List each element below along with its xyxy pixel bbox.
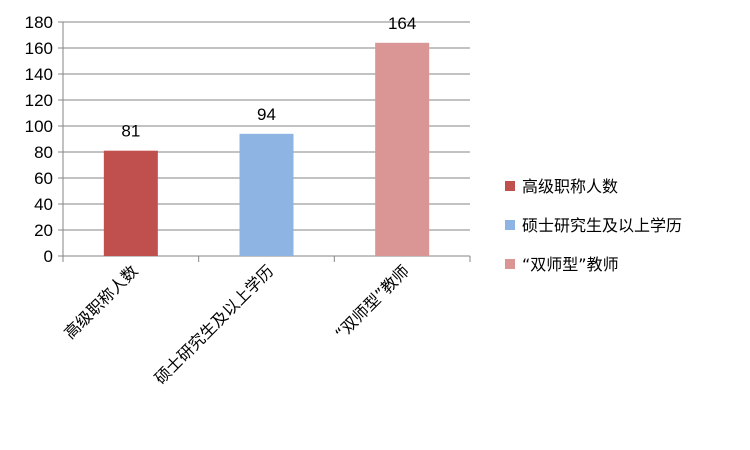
- legend-label: “双师型”教师: [522, 255, 619, 274]
- y-tick-label: 120: [25, 91, 53, 110]
- bars: [103, 42, 430, 256]
- legend-swatch: [505, 181, 515, 191]
- bar: [375, 42, 430, 256]
- data-label: 164: [388, 14, 416, 33]
- y-tick-label: 180: [25, 13, 53, 32]
- y-tick-label: 0: [44, 247, 53, 266]
- bar: [239, 133, 294, 256]
- x-category-label: “双师型”教师: [331, 261, 413, 343]
- y-axis-tick-labels: 0 20 40 60 80 100 120 140 160 180: [25, 13, 53, 266]
- legend-label: 硕士研究生及以上学历: [522, 216, 682, 235]
- y-tick-label: 40: [34, 195, 53, 214]
- data-labels: 81 94 164: [121, 14, 416, 141]
- bar: [103, 150, 158, 256]
- data-label: 94: [257, 105, 276, 124]
- y-tick-label: 20: [34, 221, 53, 240]
- legend-label: 高级职称人数: [522, 177, 618, 196]
- data-label: 81: [121, 122, 140, 141]
- y-tick-label: 80: [34, 143, 53, 162]
- y-tick-label: 140: [25, 65, 53, 84]
- legend-swatch: [505, 220, 515, 230]
- x-axis-category-labels: 高级职称人数 硕士研究生及以上学历 “双师型”教师: [60, 261, 413, 388]
- y-tick-label: 160: [25, 39, 53, 58]
- x-category-label: 高级职称人数: [60, 261, 141, 342]
- x-category-label: 硕士研究生及以上学历: [151, 261, 278, 388]
- y-tick-label: 100: [25, 117, 53, 136]
- y-tick-label: 60: [34, 169, 53, 188]
- legend-swatch: [505, 259, 515, 269]
